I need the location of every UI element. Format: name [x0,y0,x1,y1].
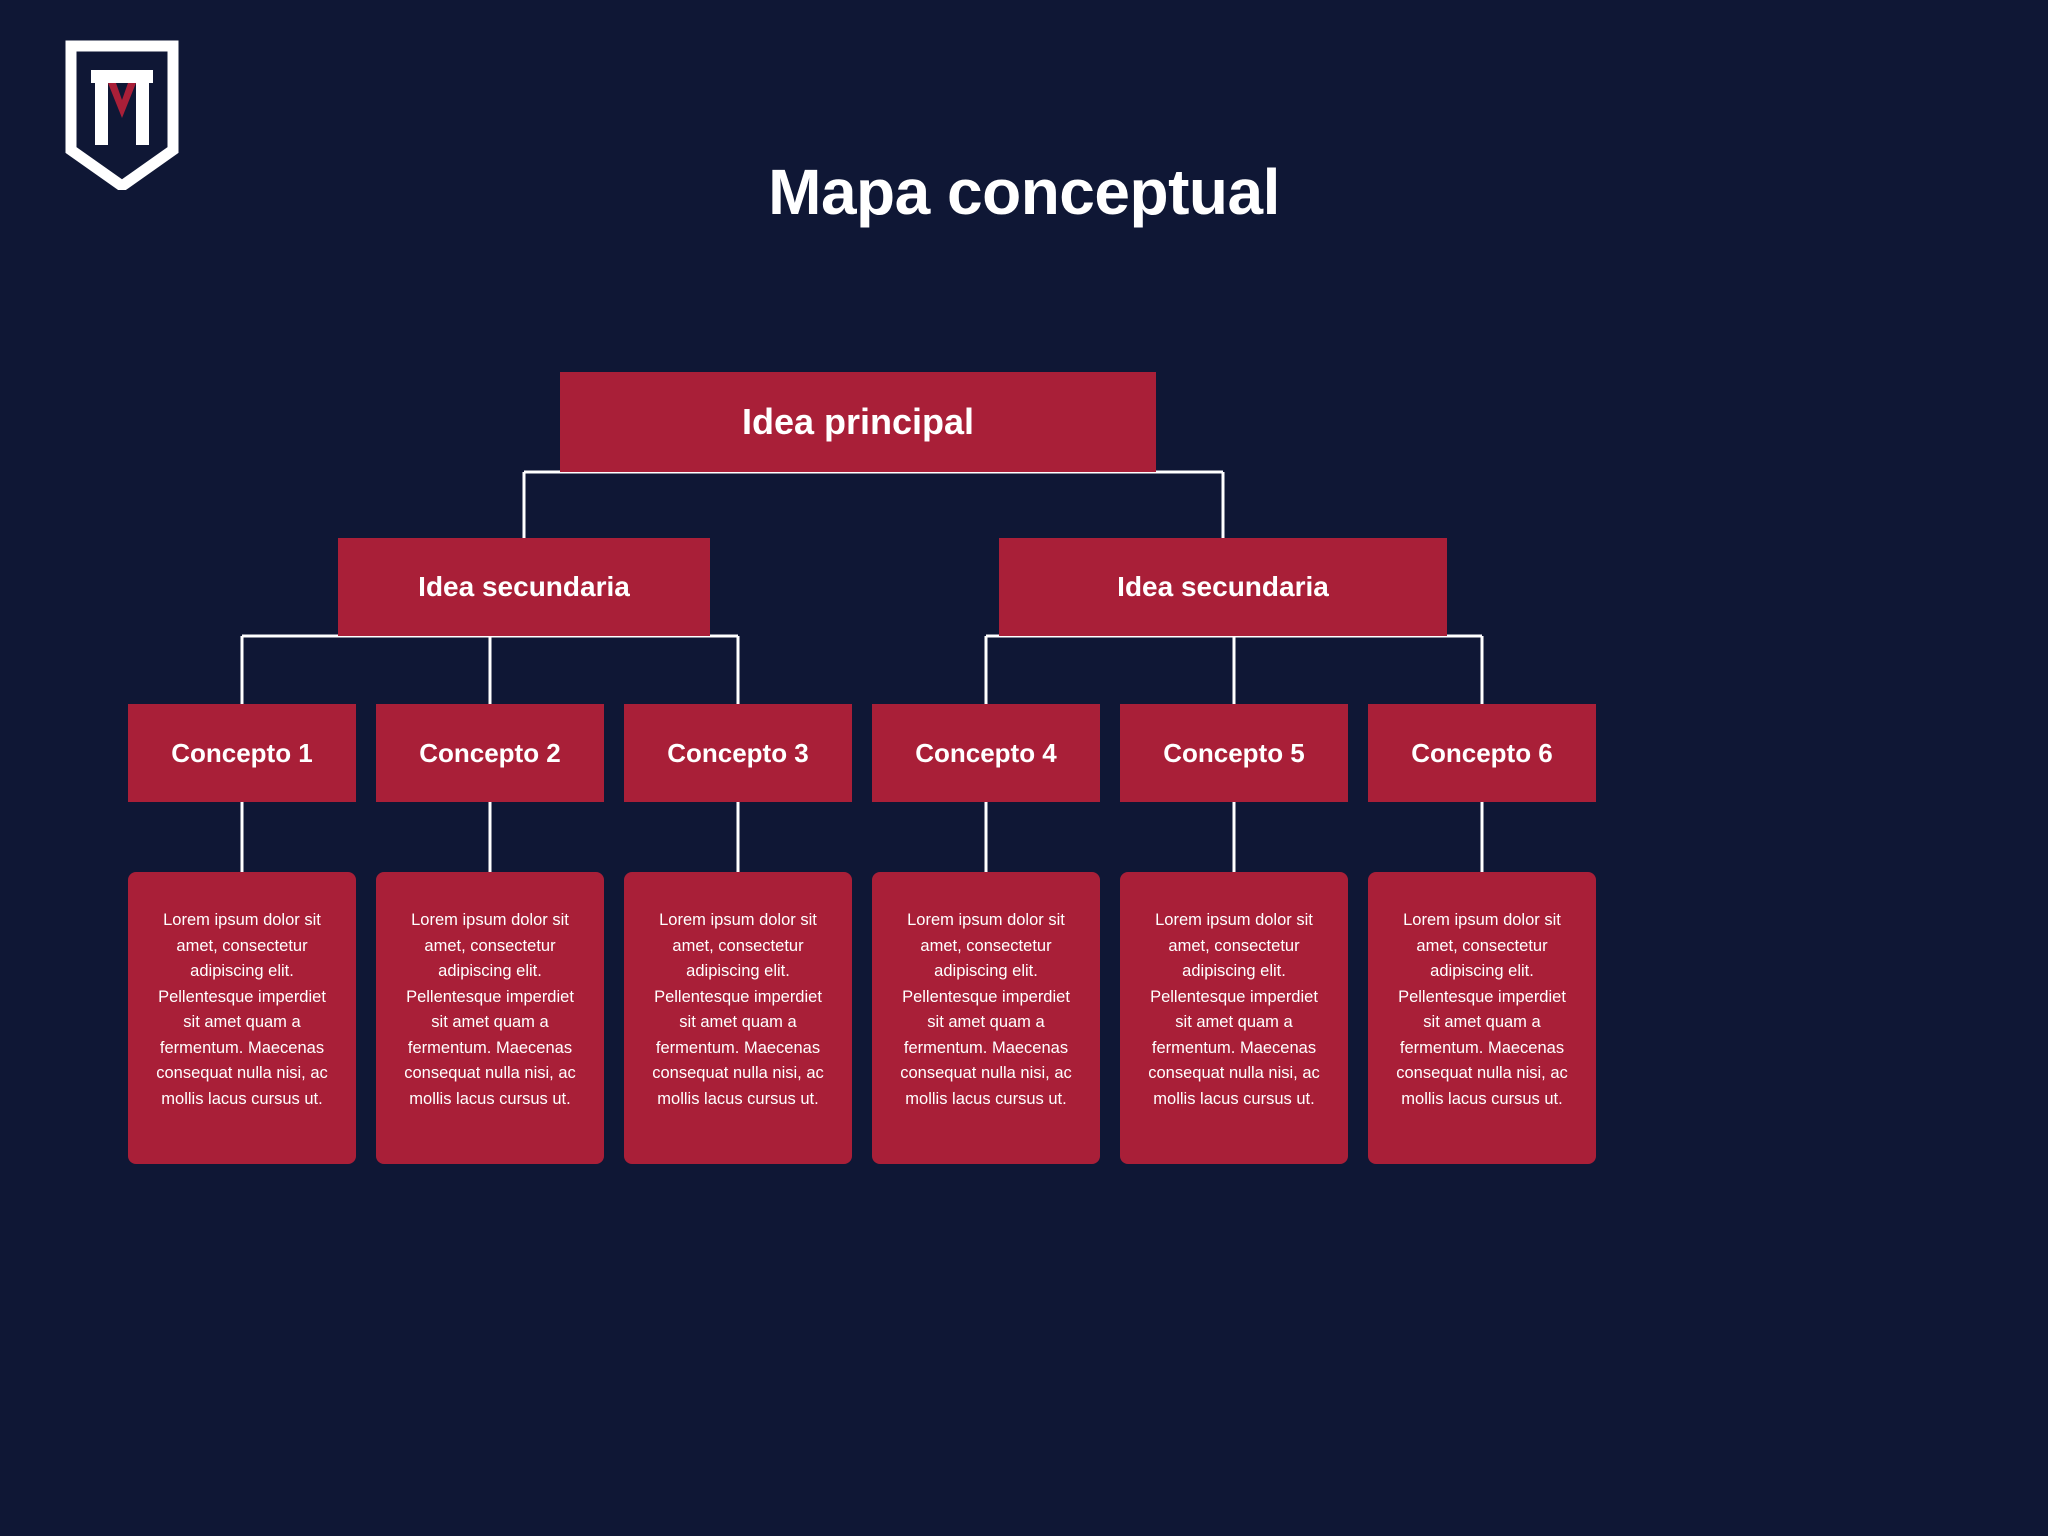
concept-node-2: Concepto 2 [376,704,604,802]
concept-node-6: Concepto 6 [1368,704,1596,802]
detail-box-3: Lorem ipsum dolor sit amet, consectetur … [624,872,852,1164]
detail-box-5: Lorem ipsum dolor sit amet, consectetur … [1120,872,1348,1164]
page-title: Mapa conceptual [0,155,2048,229]
concept-node-5: Concepto 5 [1120,704,1348,802]
concept-node-1: Concepto 1 [128,704,356,802]
concept-node-3: Concepto 3 [624,704,852,802]
detail-box-2: Lorem ipsum dolor sit amet, consectetur … [376,872,604,1164]
detail-box-4: Lorem ipsum dolor sit amet, consectetur … [872,872,1100,1164]
concept-node-4: Concepto 4 [872,704,1100,802]
root-node: Idea principal [560,372,1156,472]
secondary-node-2: Idea secundaria [999,538,1447,636]
detail-box-1: Lorem ipsum dolor sit amet, consectetur … [128,872,356,1164]
detail-box-6: Lorem ipsum dolor sit amet, consectetur … [1368,872,1596,1164]
secondary-node-1: Idea secundaria [338,538,710,636]
diagram-canvas: Mapa conceptual Idea principal Idea secu… [0,0,2048,1536]
